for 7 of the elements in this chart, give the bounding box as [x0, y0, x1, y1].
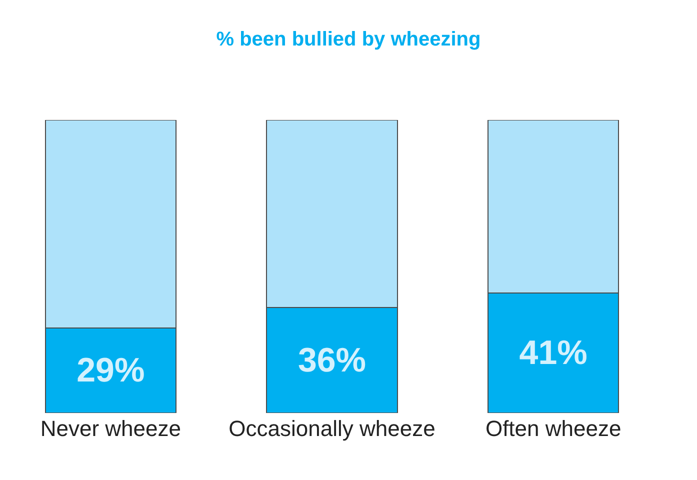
- chart-title: % been bullied by wheezing: [216, 28, 481, 50]
- data-label: 29%: [76, 352, 145, 390]
- x-tick-label: Never wheeze: [40, 416, 181, 441]
- data-label: 36%: [298, 341, 366, 380]
- data-label: 41%: [519, 334, 588, 372]
- x-tick-label: Often wheeze: [485, 416, 622, 441]
- x-tick-label: Occasionally wheeze: [228, 416, 436, 441]
